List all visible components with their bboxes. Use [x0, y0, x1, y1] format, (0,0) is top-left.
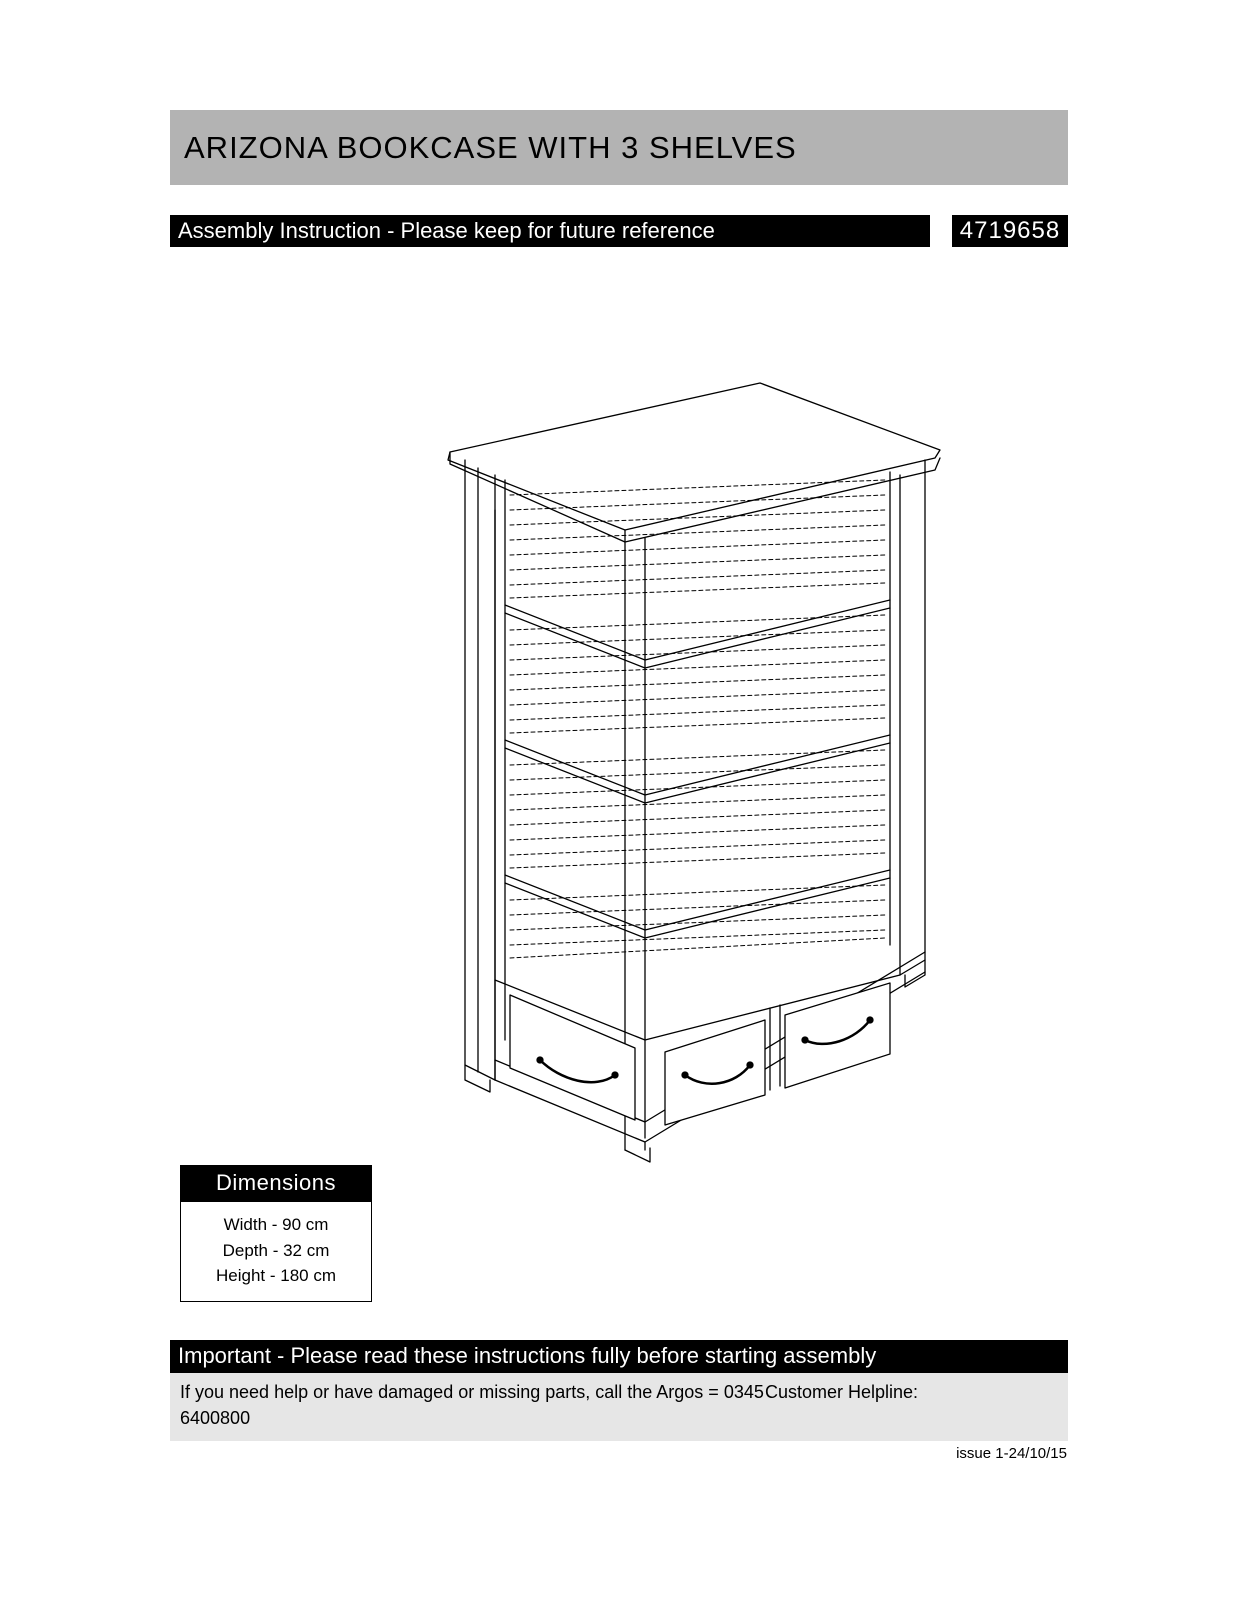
dimension-height: Height - 180 cm: [181, 1263, 371, 1289]
help-text: If you need help or have damaged or miss…: [180, 1379, 765, 1431]
dimensions-body: Width - 90 cm Depth - 32 cm Height - 180…: [181, 1202, 371, 1301]
important-notice: Important - Please read these instructio…: [170, 1340, 1068, 1374]
bookcase-diagram: [430, 380, 960, 1190]
dimension-width: Width - 90 cm: [181, 1212, 371, 1238]
dimension-depth: Depth - 32 cm: [181, 1238, 371, 1264]
product-title: ARIZONA BOOKCASE WITH 3 SHELVES: [184, 130, 797, 166]
page: ARIZONA BOOKCASE WITH 3 SHELVES Assembly…: [0, 0, 1237, 1600]
assembly-instruction-label: Assembly Instruction - Please keep for f…: [170, 215, 930, 247]
issue-date: issue 1-24/10/15: [956, 1445, 1067, 1462]
help-box: If you need help or have damaged or miss…: [170, 1373, 1068, 1441]
product-title-bar: ARIZONA BOOKCASE WITH 3 SHELVES: [170, 110, 1068, 185]
dimensions-box: Dimensions Width - 90 cm Depth - 32 cm H…: [180, 1165, 372, 1302]
helpline-label: Customer Helpline:: [765, 1379, 1058, 1431]
subtitle-row: Assembly Instruction - Please keep for f…: [170, 215, 1068, 247]
dimensions-header: Dimensions: [181, 1166, 371, 1202]
product-code: 4719658: [952, 215, 1068, 247]
